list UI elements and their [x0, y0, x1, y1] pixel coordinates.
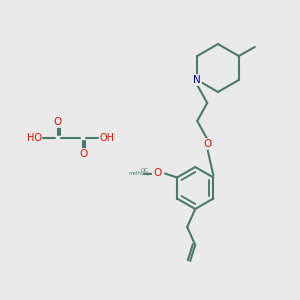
Text: HO: HO	[26, 133, 41, 143]
Text: O: O	[79, 149, 87, 159]
Text: OH: OH	[100, 133, 115, 143]
Text: methoxy: methoxy	[128, 171, 150, 176]
Text: O: O	[203, 139, 211, 149]
Text: O: O	[54, 117, 62, 127]
Text: O: O	[153, 169, 161, 178]
Text: OC: OC	[141, 169, 149, 173]
Text: N: N	[193, 75, 201, 85]
